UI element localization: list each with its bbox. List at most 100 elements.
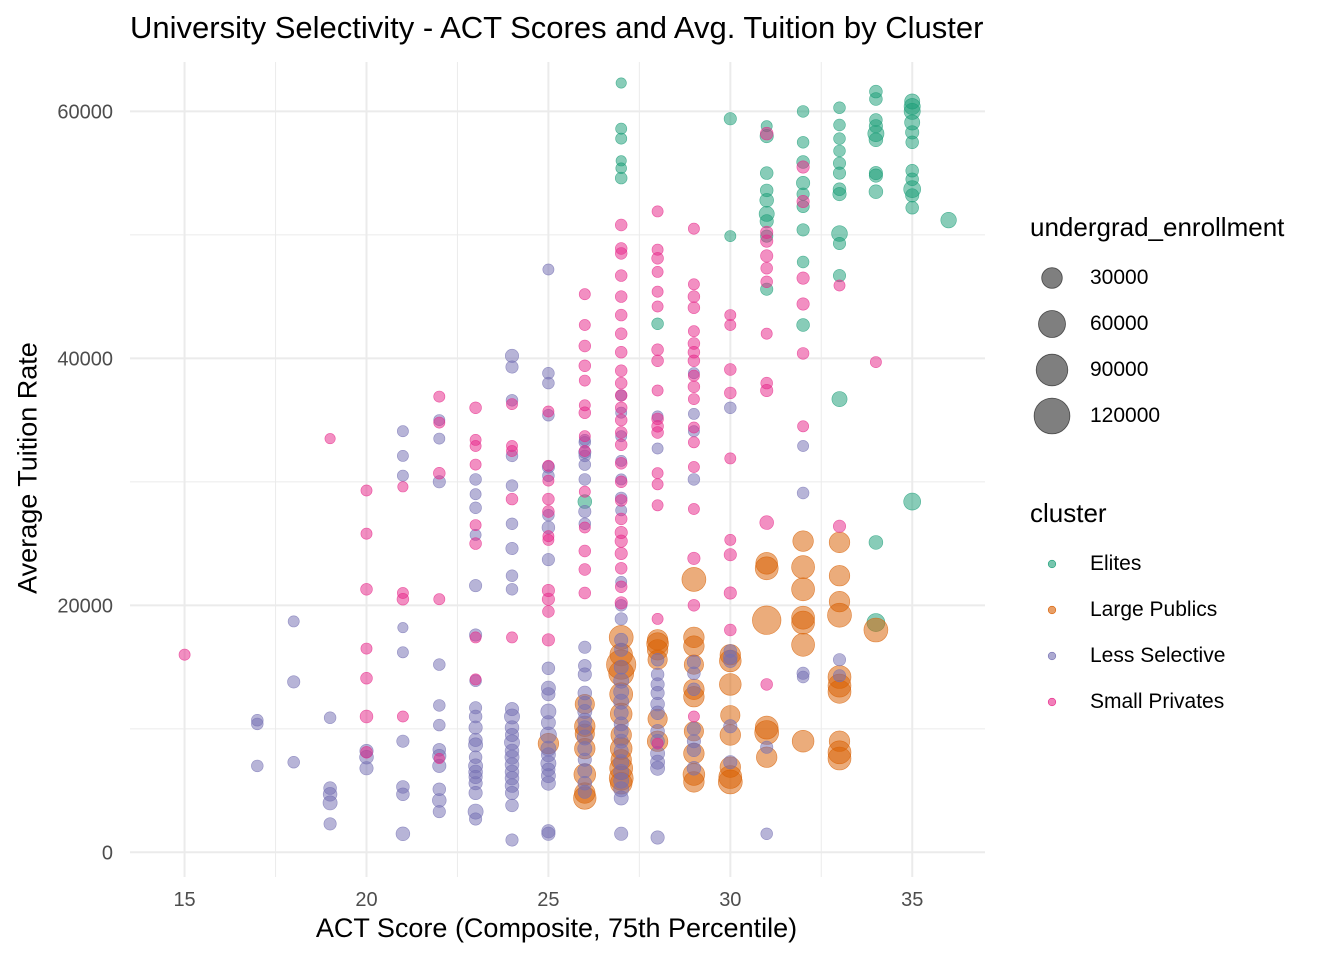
data-point-elites (796, 136, 810, 149)
data-point-elites (833, 118, 846, 132)
data-point-less-selective (469, 488, 482, 501)
data-point-small-privates (541, 592, 555, 606)
size-legend-label: 30000 (1090, 266, 1149, 289)
data-point-small-privates (651, 285, 664, 298)
y-tick-label: 0 (102, 842, 113, 864)
data-point-small-privates (614, 389, 628, 402)
data-point-elites (905, 135, 919, 150)
data-point-less-selective (359, 761, 374, 776)
data-point-small-privates (359, 709, 374, 724)
data-point-less-selective (796, 670, 810, 684)
data-point-less-selective (396, 469, 409, 482)
data-point-small-privates (614, 413, 628, 427)
data-point-small-privates (687, 599, 701, 612)
data-point-large-publics (754, 556, 779, 581)
minor-gridlines (130, 62, 985, 877)
data-point-small-privates (614, 269, 628, 282)
y-tick-label: 60000 (57, 101, 113, 123)
data-point-small-privates (724, 386, 737, 400)
cluster-legend-marker-elites (1047, 559, 1057, 569)
data-point-small-privates (614, 494, 628, 507)
x-tick-label: 15 (173, 889, 195, 911)
data-point-less-selective (468, 720, 483, 735)
data-point-large-publics (791, 632, 815, 657)
size-legend-title: undergrad_enrollment (1030, 212, 1285, 242)
data-point-elites (615, 122, 628, 135)
data-point-small-privates (614, 475, 628, 488)
data-point-less-selective (650, 830, 665, 845)
data-point-small-privates (469, 519, 482, 531)
data-point-elites (615, 77, 627, 89)
data-point-small-privates (651, 613, 664, 625)
data-point-small-privates (614, 512, 628, 526)
data-point-small-privates (651, 205, 664, 218)
data-point-less-selective (469, 812, 483, 826)
data-point-small-privates (724, 623, 737, 637)
data-point-small-privates (578, 586, 591, 600)
data-point-small-privates (614, 596, 628, 610)
data-point-less-selective (396, 449, 409, 462)
data-point-large-publics (791, 555, 815, 579)
data-point-elites (833, 144, 846, 158)
data-point-small-privates (360, 642, 373, 655)
data-point-small-privates (651, 252, 664, 265)
data-point-less-selective (577, 667, 592, 682)
size-legend-marker (1033, 397, 1071, 435)
data-point-elites (759, 193, 774, 208)
data-point-less-selective (433, 658, 446, 671)
data-point-elites (940, 212, 957, 229)
data-point-less-selective (287, 615, 300, 628)
data-point-less-selective (614, 826, 629, 841)
data-point-elites (832, 187, 847, 202)
data-point-less-selective (505, 479, 519, 492)
x-tick-label: 25 (537, 889, 559, 911)
data-point-small-privates (578, 430, 591, 443)
data-point-small-privates (578, 288, 591, 301)
data-point-small-privates (469, 673, 482, 686)
data-point-elites (869, 92, 883, 106)
data-point-small-privates (724, 363, 737, 376)
data-point-less-selective (469, 579, 483, 593)
data-point-small-privates (760, 678, 773, 691)
data-point-small-privates (759, 515, 774, 530)
data-point-elites (833, 101, 846, 114)
data-point-small-privates (760, 262, 773, 275)
data-point-less-selective (287, 755, 300, 769)
data-point-small-privates (506, 631, 518, 644)
data-point-small-privates (614, 426, 628, 439)
data-point-less-selective (687, 666, 701, 680)
data-point-large-publics (791, 577, 815, 602)
data-point-less-selective (650, 705, 665, 720)
data-point-small-privates (796, 297, 810, 311)
data-point-small-privates (796, 271, 810, 285)
data-point-small-privates (360, 671, 373, 685)
data-point-less-selective (687, 473, 701, 486)
data-point-elites (868, 535, 884, 550)
data-point-small-privates (469, 440, 482, 452)
data-point-small-privates (614, 562, 628, 575)
data-point-small-privates (688, 421, 700, 434)
data-point-small-privates (542, 459, 555, 472)
data-point-small-privates (796, 195, 810, 209)
data-point-small-privates (578, 521, 591, 534)
data-point-less-selective (797, 440, 809, 452)
data-point-small-privates (397, 481, 409, 493)
data-point-large-publics (792, 530, 814, 552)
data-point-small-privates (688, 222, 700, 235)
data-point-small-privates (723, 586, 737, 600)
cluster-legend-marker-large-publics (1047, 605, 1057, 615)
data-point-small-privates (723, 548, 737, 562)
data-point-small-privates (506, 445, 518, 457)
data-point-large-publics (683, 635, 705, 657)
data-point-small-privates (651, 467, 664, 480)
data-points (178, 77, 957, 847)
data-point-less-selective (541, 775, 556, 791)
data-point-large-publics (828, 531, 851, 554)
data-point-less-selective (433, 699, 446, 712)
data-point-elites (903, 492, 922, 511)
data-point-small-privates (614, 580, 628, 593)
data-point-less-selective (832, 653, 846, 667)
data-point-small-privates (688, 436, 700, 449)
data-point-small-privates (178, 648, 191, 661)
data-point-small-privates (796, 160, 810, 174)
